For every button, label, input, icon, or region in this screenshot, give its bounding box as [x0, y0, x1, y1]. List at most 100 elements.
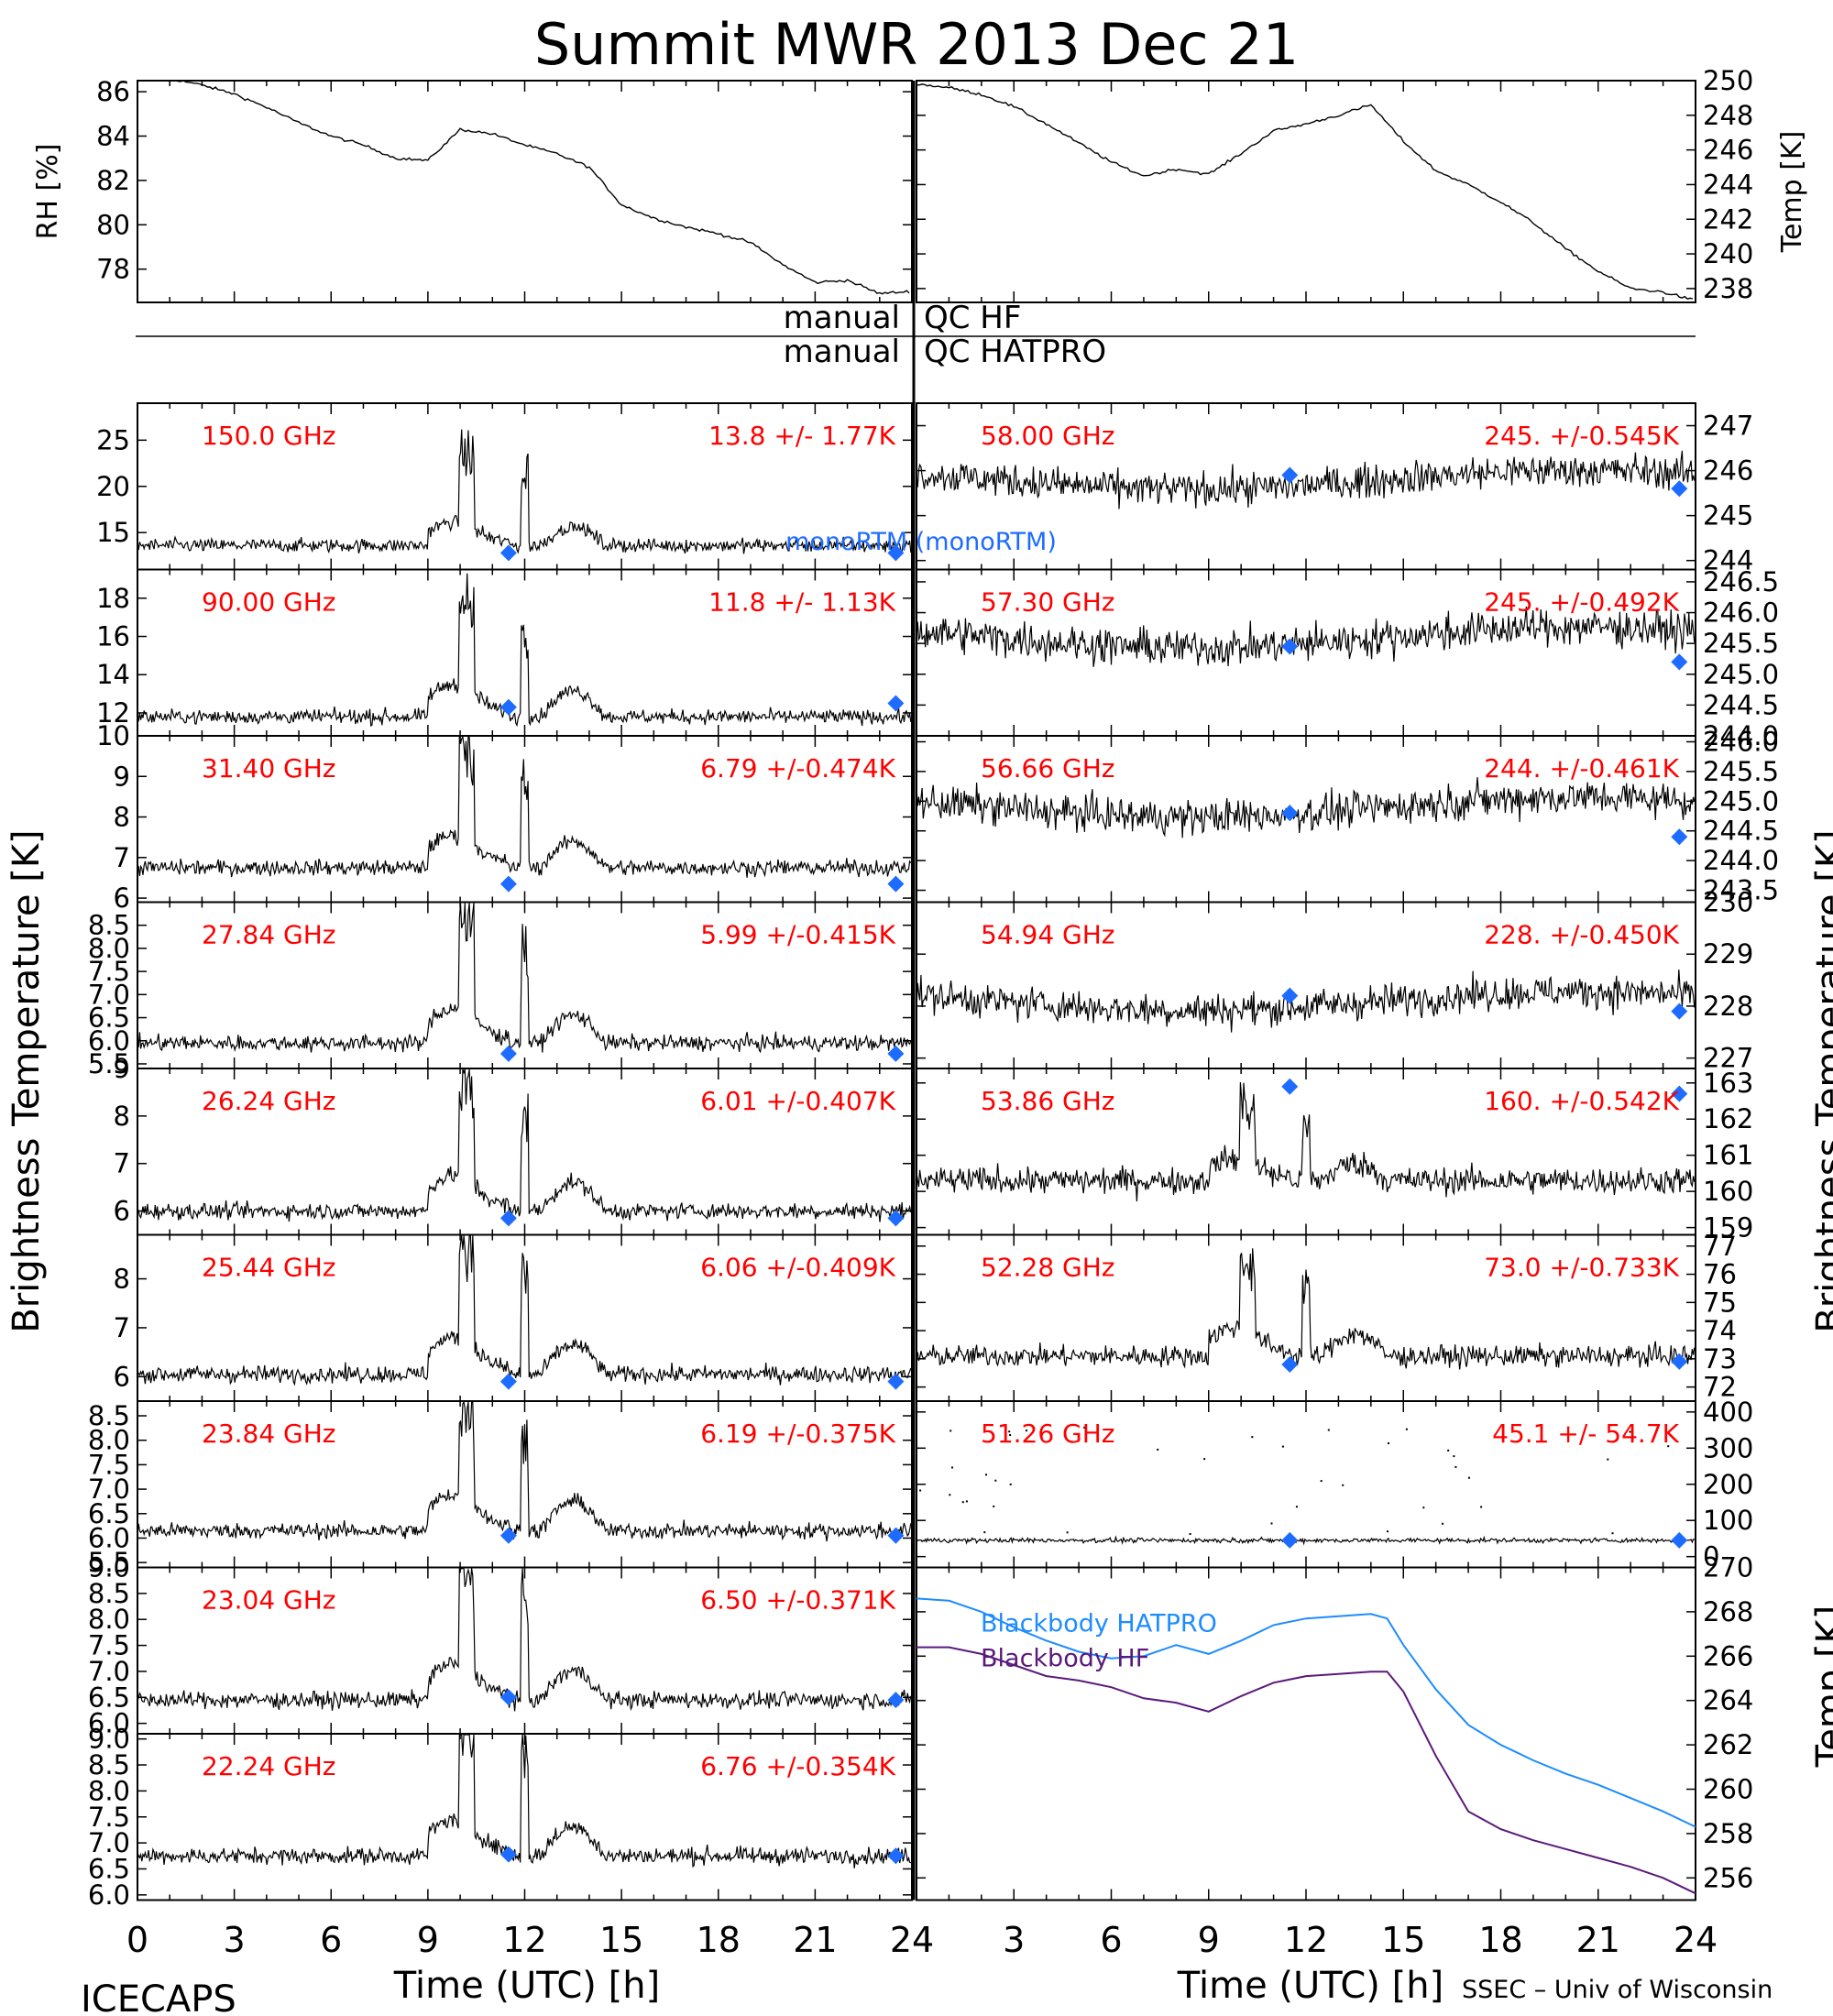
- bt-panel-hatpro-4-freq-label: 53.86 GHz: [981, 1086, 1115, 1116]
- bt-panel-hf-5-tick-label: 8: [114, 1264, 130, 1295]
- bt-panel-hatpro-6-outlier: [1422, 1507, 1425, 1509]
- qc-hatpro-right: QC HATPRO: [924, 334, 1106, 370]
- bt-panel-hf-4-series: [137, 1068, 912, 1222]
- blackbody-legend-1: Blackbody HF: [981, 1645, 1149, 1673]
- bt-panel-hatpro-6-outlier: [985, 1474, 987, 1476]
- rh-panel-axis-label: RH [%]: [32, 144, 64, 240]
- y-axis-label-right-bb: Temp [K]: [1809, 1605, 1833, 1769]
- monortm-marker: [499, 544, 517, 562]
- bt-panel-hf-6-tick-label: 7.5: [88, 1449, 130, 1480]
- bt-panel-hf-6-tick-label: 6.5: [88, 1498, 130, 1529]
- bt-panel-hf-7-freq-label: 23.04 GHz: [202, 1585, 336, 1616]
- bt-panel-hf-3-tick-label: 8.0: [88, 933, 130, 964]
- bt-panel-hf-7-tick-label: 9.0: [88, 1552, 130, 1583]
- monortm-marker: [1281, 805, 1299, 822]
- bt-panel-hatpro-5-freq-label: 52.28 GHz: [981, 1253, 1115, 1283]
- blackbody-panel-tick-label: 268: [1703, 1596, 1753, 1627]
- y-axis-label-left: Brightness Temperature [K]: [5, 829, 48, 1332]
- temp-panel-axis-label: Temp [K]: [1776, 131, 1808, 254]
- temp-panel-tick-label: 240: [1703, 238, 1753, 269]
- bt-panel-hf-7-tick-label: 6.0: [88, 1708, 130, 1739]
- temp-panel-tick-label: 244: [1703, 169, 1753, 200]
- bt-panel-hatpro-5-tick-label: 73: [1703, 1343, 1737, 1375]
- bt-panel-hf-8-tick-label: 8.5: [88, 1749, 130, 1780]
- bt-panel-hf-4-stat-label: 6.01 +/-0.407K: [700, 1086, 895, 1116]
- bt-panel-hatpro-6-outlier: [1270, 1522, 1273, 1525]
- bt-panel-hf-6-stat-label: 6.19 +/-0.375K: [700, 1419, 895, 1449]
- bt-panel-hatpro-6-series: [916, 1535, 1695, 1546]
- bt-panel-hatpro-6-tick-label: 0: [1703, 1541, 1719, 1572]
- bt-panel-hf-2-freq-label: 31.40 GHz: [202, 753, 336, 783]
- footer-right: SSEC – Univ of Wisconsin: [1462, 1976, 1773, 2004]
- bt-panel-hf-8-tick-label: 8.0: [88, 1775, 130, 1806]
- blackbody-panel-tick-label: 258: [1703, 1818, 1753, 1849]
- qc-hf-right: QC HF: [924, 300, 1021, 336]
- x-tick-label-right: 12: [1284, 1920, 1328, 1960]
- blackbody-series-1: [916, 1646, 1696, 1895]
- bt-panel-hatpro-5-series: [916, 1248, 1696, 1370]
- bt-panel-hf-1-freq-label: 90.00 GHz: [202, 587, 336, 618]
- blackbody-panel-tick-label: 266: [1703, 1640, 1753, 1671]
- bt-panel-hatpro-6-outlier: [1189, 1533, 1191, 1535]
- bt-panel-hf-1-tick-label: 16: [96, 621, 130, 652]
- bt-panel-hf-8-tick-label: 7.5: [88, 1802, 130, 1833]
- bt-panel-hf-7-tick-label: 7.5: [88, 1630, 130, 1661]
- bt-panel-hatpro-1-stat-label: 245. +/-0.492K: [1484, 587, 1679, 618]
- bt-panel-hf-3-tick-label: 7.5: [88, 956, 130, 987]
- bt-panel-hf-6-tick-label: 6.0: [88, 1522, 130, 1553]
- monortm-marker: [1281, 638, 1299, 655]
- monortm-marker: [1671, 653, 1688, 671]
- bt-panel-hatpro-1-tick-label: 245.0: [1703, 659, 1779, 690]
- x-tick-label-right: 9: [1198, 1920, 1220, 1960]
- bt-panel-hatpro-6-outlier: [1388, 1442, 1389, 1444]
- bt-panel-hatpro-6-outlier: [1083, 1426, 1086, 1429]
- bt-panel-hatpro-6-outlier: [1442, 1522, 1443, 1525]
- bt-panel-hf-6-series: [137, 1400, 912, 1542]
- monortm-marker: [1671, 1003, 1688, 1020]
- bt-panel-hatpro-6-outlier: [1480, 1506, 1483, 1508]
- bt-panel-hf-3-stat-label: 5.99 +/-0.415K: [700, 920, 895, 950]
- bt-panel-hf-0-series: [137, 429, 912, 554]
- bt-panel-hatpro-4-stat-label: 160. +/-0.542K: [1484, 1086, 1679, 1116]
- bt-panel-hf-7-tick-label: 7.0: [88, 1656, 130, 1687]
- bt-panel-hf-7-tick-label: 8.0: [88, 1604, 130, 1635]
- blackbody-legend-0: Blackbody HATPRO: [981, 1610, 1217, 1638]
- bt-panel-hatpro-6-outlier: [1281, 1445, 1284, 1448]
- blackbody-series-0: [916, 1597, 1696, 1828]
- bt-panel-hf-2-stat-label: 6.79 +/-0.474K: [700, 753, 895, 783]
- bt-panel-hf-7-stat-label: 6.50 +/-0.371K: [700, 1585, 895, 1616]
- x-axis-label-right: Time (UTC) [h]: [1177, 1965, 1443, 2007]
- bt-panel-hatpro-1-tick-label: 244.5: [1703, 689, 1779, 720]
- bt-panel-hatpro-0-series: [916, 450, 1696, 509]
- bt-panel-hatpro-6-outlier: [965, 1500, 968, 1503]
- bt-panel-hf-3-tick-label: 6.5: [88, 1003, 130, 1034]
- bt-panel-hatpro-6-outlier: [1387, 1530, 1388, 1533]
- x-axis-label-left: Time (UTC) [h]: [393, 1965, 660, 2007]
- bt-panel-hatpro-3-tick-label: 228: [1703, 991, 1753, 1022]
- bt-panel-hf-0-freq-label: 150.0 GHz: [202, 421, 336, 451]
- monortm-marker: [1671, 480, 1688, 498]
- y-axis-label-right-bt: Brightness Temperature [K]: [1809, 829, 1833, 1332]
- monortm-marker: [499, 1373, 517, 1390]
- temp-panel-tick-label: 250: [1703, 65, 1753, 96]
- x-tick-label-left: 0: [126, 1920, 148, 1960]
- bt-panel-hatpro-6-outlier: [1157, 1448, 1159, 1451]
- bt-panel-hatpro-3-tick-label: 227: [1703, 1043, 1753, 1074]
- bt-panel-hf-0-tick-label: 25: [96, 424, 130, 455]
- bt-panel-hatpro-0-tick-label: 247: [1703, 411, 1753, 442]
- bt-panel-hatpro-6-outlier: [951, 1466, 953, 1469]
- bt-panel-hatpro-0-tick-label: 245: [1703, 500, 1753, 531]
- bt-panel-hatpro-6-outlier: [1066, 1531, 1069, 1534]
- bt-panel-hatpro-5-tick-label: 77: [1703, 1231, 1737, 1262]
- monortm-legend: monoRTM (monoRTM): [785, 528, 1057, 556]
- bt-panel-hf-2-series: [137, 735, 912, 878]
- bt-panel-hf-3-series: [137, 903, 912, 1054]
- bt-panel-hatpro-0-freq-label: 58.00 GHz: [981, 421, 1115, 451]
- bt-panel-hatpro-2-freq-label: 56.66 GHz: [981, 753, 1115, 783]
- bt-panel-hf-5-stat-label: 6.06 +/-0.409K: [700, 1253, 895, 1283]
- bt-panel-hatpro-6-outlier: [1667, 1445, 1670, 1448]
- rh-panel-series: [137, 80, 910, 295]
- bt-panel-hf-6-tick-label: 7.0: [88, 1474, 130, 1505]
- x-tick-label-right: 15: [1381, 1920, 1425, 1960]
- bt-panel-hatpro-6-outlier: [1607, 1458, 1609, 1461]
